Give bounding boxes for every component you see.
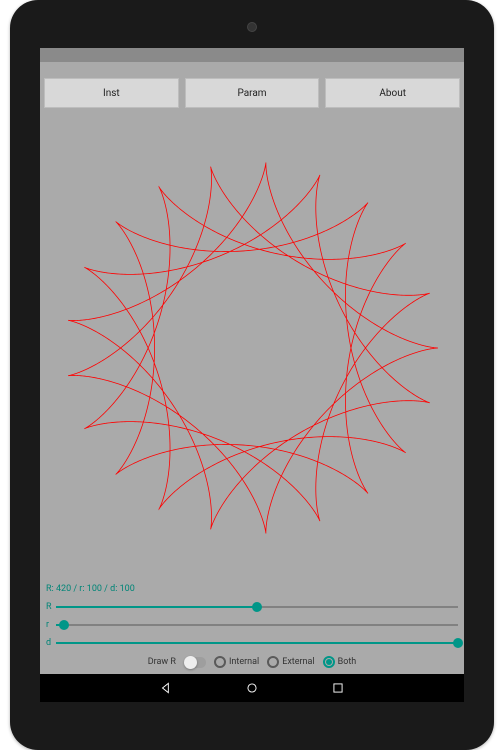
slider-R[interactable] bbox=[56, 600, 458, 614]
tab-param[interactable]: Param bbox=[185, 78, 320, 108]
radio-option-both[interactable]: Both bbox=[323, 656, 357, 668]
canvas-area bbox=[40, 114, 464, 582]
slider-row-d: d bbox=[46, 634, 458, 652]
radio-label: External bbox=[282, 657, 314, 667]
radio-label: Both bbox=[338, 657, 357, 667]
nav-recent-button[interactable] bbox=[330, 680, 346, 696]
radio-option-internal[interactable]: Internal bbox=[214, 656, 259, 668]
slider-r[interactable] bbox=[56, 618, 458, 632]
radio-icon bbox=[214, 656, 226, 668]
slider-thumb-r[interactable] bbox=[59, 620, 69, 630]
slider-row-r: r bbox=[46, 616, 458, 634]
spirograph-path bbox=[68, 163, 438, 534]
front-camera bbox=[247, 22, 257, 32]
slider-row-R: R bbox=[46, 598, 458, 616]
draw-r-switch[interactable] bbox=[184, 657, 206, 668]
mode-row: Draw R Internal External Both bbox=[46, 652, 458, 670]
tab-bar: Inst Param About bbox=[40, 62, 464, 114]
status-bar bbox=[40, 48, 464, 62]
param-readout: R: 420 / r: 100 / d: 100 bbox=[46, 584, 458, 594]
screen: Inst Param About R: 420 / r: 100 / d: 10… bbox=[40, 48, 464, 702]
nav-back-button[interactable] bbox=[158, 680, 174, 696]
radio-label: Internal bbox=[229, 657, 259, 667]
tab-about[interactable]: About bbox=[325, 78, 460, 108]
radio-option-external[interactable]: External bbox=[267, 656, 314, 668]
android-nav-bar bbox=[40, 674, 464, 702]
slider-label-d: d bbox=[46, 638, 56, 648]
tablet-frame: Inst Param About R: 420 / r: 100 / d: 10… bbox=[10, 0, 494, 750]
spirograph-canvas bbox=[62, 158, 442, 538]
slider-label-R: R bbox=[46, 602, 56, 612]
radio-icon bbox=[267, 656, 279, 668]
draw-r-label: Draw R bbox=[148, 657, 176, 667]
slider-thumb-d[interactable] bbox=[453, 638, 463, 648]
tab-inst[interactable]: Inst bbox=[44, 78, 179, 108]
nav-home-button[interactable] bbox=[244, 680, 260, 696]
controls-panel: R: 420 / r: 100 / d: 100 Rrd Draw R Inte… bbox=[40, 582, 464, 674]
slider-thumb-R[interactable] bbox=[252, 602, 262, 612]
radio-icon bbox=[323, 656, 335, 668]
app-content: Inst Param About R: 420 / r: 100 / d: 10… bbox=[40, 62, 464, 674]
slider-label-r: r bbox=[46, 620, 56, 630]
slider-d[interactable] bbox=[56, 636, 458, 650]
